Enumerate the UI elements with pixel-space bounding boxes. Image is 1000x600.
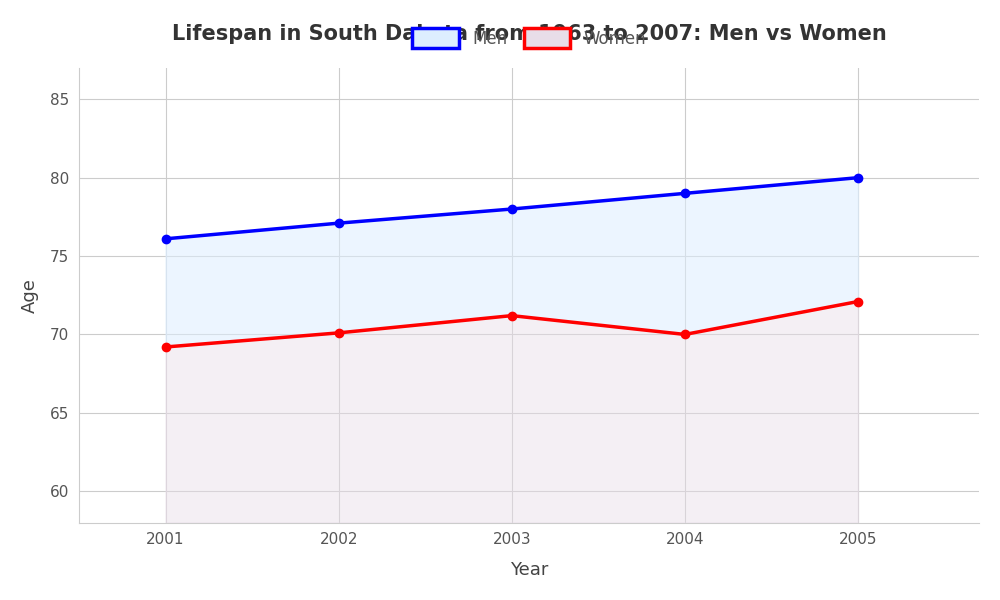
Title: Lifespan in South Dakota from 1963 to 2007: Men vs Women: Lifespan in South Dakota from 1963 to 20… [172,24,886,44]
Y-axis label: Age: Age [21,278,39,313]
Legend: Men, Women: Men, Women [405,22,653,55]
X-axis label: Year: Year [510,561,548,579]
